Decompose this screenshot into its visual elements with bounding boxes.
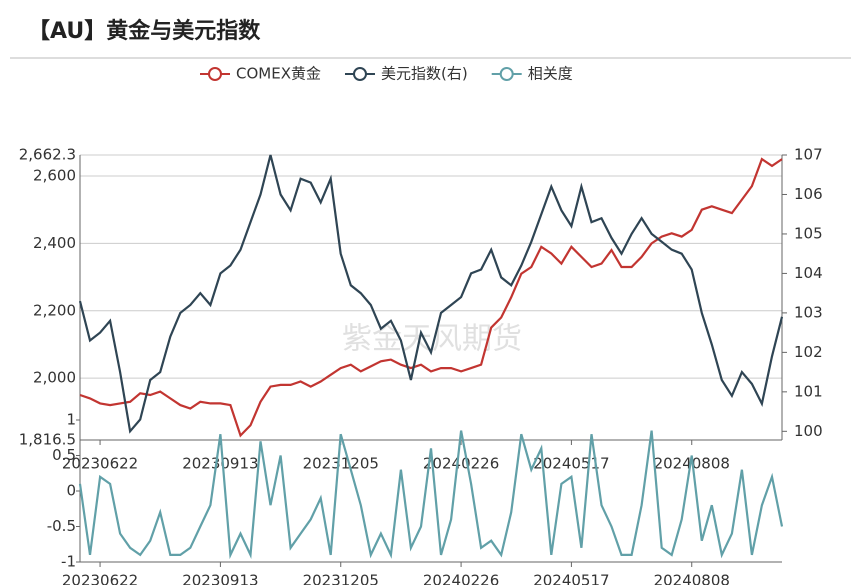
legend-label: 相关度 [528, 65, 573, 83]
x-tick-label: 20240517 [533, 572, 609, 585]
y2-tick-label: 101 [794, 382, 823, 400]
y2-tick-label: 104 [794, 264, 823, 282]
legend-marker [499, 67, 514, 81]
y2-tick-label: 106 [794, 185, 823, 203]
series-line [78, 154, 784, 434]
x-tick-label: 20230622 [62, 455, 138, 473]
series-line [78, 430, 784, 560]
series-line [79, 157, 783, 438]
y-tick-label: 2,600 [33, 166, 76, 184]
legend-label: COMEX黄金 [236, 65, 321, 83]
legend-label: 美元指数(右) [381, 65, 468, 83]
y-tick-label: 2,200 [33, 301, 76, 319]
y-tick-label: 2,000 [33, 369, 76, 387]
y2-tick-label: 100 [794, 422, 823, 440]
x-tick-label: 20230913 [182, 572, 258, 585]
y-tick-label: 0 [66, 482, 76, 500]
x-tick-label: 20240226 [423, 572, 499, 585]
y2-tick-label: 102 [794, 343, 823, 361]
y2-tick-label: 103 [794, 303, 823, 321]
y-tick-label: 1,816.5 [19, 431, 76, 449]
y-tick-label: 1 [66, 411, 76, 429]
y-tick-label: 2,400 [33, 234, 76, 252]
y-tick-label: -1 [61, 553, 76, 571]
x-tick-label: 20230913 [182, 455, 258, 473]
x-tick-label: 20231205 [303, 455, 379, 473]
page-title: 【AU】黄金与美元指数 [28, 18, 261, 44]
x-tick-label: 20231205 [303, 572, 379, 585]
y-tick-label: 2,662.3 [19, 146, 76, 164]
y2-tick-label: 107 [794, 146, 823, 164]
x-tick-label: 20240517 [533, 455, 609, 473]
y-tick-label: -0.5 [47, 517, 76, 535]
legend: COMEX黄金 美元指数(右) 相关度 [200, 65, 573, 83]
x-tick-label: 20240226 [423, 455, 499, 473]
y2-tick-label: 105 [794, 224, 823, 242]
x-tick-label: 20230622 [62, 572, 138, 585]
y-tick-label: 0.5 [52, 446, 76, 464]
legend-marker [208, 67, 222, 81]
x-tick-label: 20240808 [654, 572, 730, 585]
legend-marker [352, 67, 367, 81]
